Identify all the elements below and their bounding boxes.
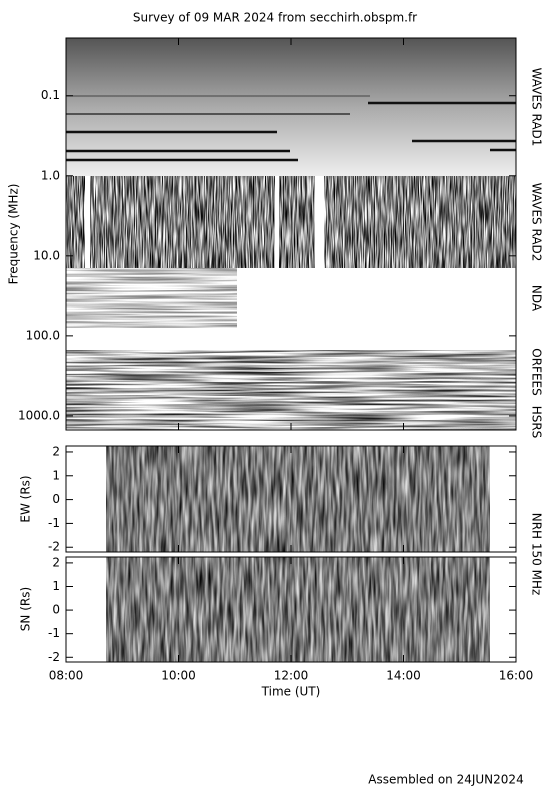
x-tick-label: 14:00 [386,669,421,683]
y-tick-label: -1 [48,626,60,640]
instrument-label: HSRS [530,406,544,439]
instrument-label: WAVES RAD2 [530,183,544,262]
y-tick-label: 0 [52,492,60,506]
instrument-label: ORFEES [530,348,544,395]
rad2-image [66,176,516,268]
y-tick-label: 1 [52,468,60,482]
x-tick-label: 08:00 [49,669,84,683]
rad1-image [66,38,516,176]
instrument-label: NRH 150 MHz [530,513,544,596]
x-axis-label: Time (UT) [261,685,321,699]
y-tick-label: 1.0 [41,168,60,182]
x-tick-label: 10:00 [161,669,196,683]
x-tick-label: 16:00 [499,669,534,683]
chart-title: Survey of 09 MAR 2024 from secchirh.obsp… [133,11,417,25]
y-tick-label: 10.0 [33,248,60,262]
y-axis-label: SN (Rs) [19,587,33,631]
y-tick-label: 1000.0 [18,408,60,422]
rad2-gaps [85,176,324,268]
x-tick-label: 12:00 [274,669,309,683]
instrument-label: NDA [530,285,544,312]
footer: Assembled on 24JUN2024 [368,773,523,787]
y-tick-label: -2 [48,650,60,664]
y-tick-label: -2 [48,540,60,554]
y-tick-label: 0.1 [41,88,60,102]
rad1-lines [66,95,516,162]
orfees-image [66,350,516,430]
y-tick-label: 1 [52,579,60,593]
y-tick-label: 0 [52,603,60,617]
y-tick-label: -1 [48,516,60,530]
nrh-ew-image [106,446,490,552]
instrument-label: WAVES RAD1 [530,68,544,147]
y-tick-label: 2 [52,555,60,569]
y-tick-label: 100.0 [26,328,60,342]
nrh-sn-image [106,557,490,662]
nda-image [66,268,237,328]
y-axis-label: EW (Rs) [19,475,33,522]
y-axis-label: Frequency (MHz) [7,184,21,285]
y-tick-label: 2 [52,444,60,458]
